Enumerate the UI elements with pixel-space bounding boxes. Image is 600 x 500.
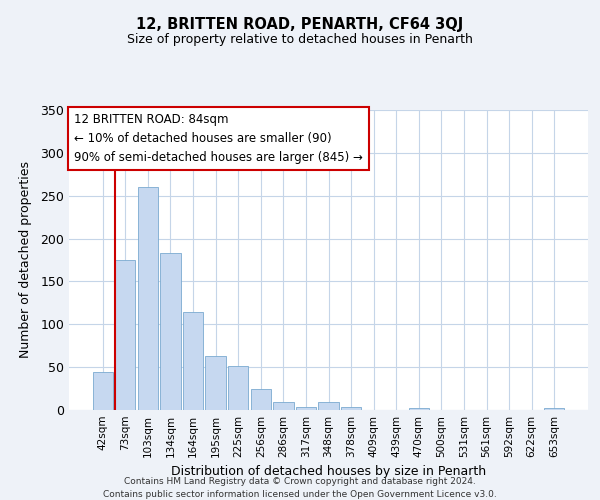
Bar [544, 408, 565, 410]
Y-axis label: Number of detached properties: Number of detached properties [19, 162, 32, 358]
Text: 12 BRITTEN ROAD: 84sqm
← 10% of detached houses are smaller (90)
90% of semi-det: 12 BRITTEN ROAD: 84sqm ← 10% of detached… [74, 113, 363, 164]
X-axis label: Distribution of detached houses by size in Penarth: Distribution of detached houses by size … [171, 466, 486, 478]
Text: Contains HM Land Registry data © Crown copyright and database right 2024.: Contains HM Land Registry data © Crown c… [124, 478, 476, 486]
Bar [228, 366, 248, 410]
Text: Contains public sector information licensed under the Open Government Licence v3: Contains public sector information licen… [103, 490, 497, 499]
Bar [251, 388, 271, 410]
Bar [183, 312, 203, 410]
Bar [92, 372, 113, 410]
Text: Size of property relative to detached houses in Penarth: Size of property relative to detached ho… [127, 32, 473, 46]
Bar [138, 187, 158, 410]
Bar [115, 260, 136, 410]
Bar [319, 402, 338, 410]
Bar [273, 402, 293, 410]
Bar [296, 406, 316, 410]
Bar [160, 253, 181, 410]
Bar [409, 408, 429, 410]
Bar [205, 356, 226, 410]
Text: 12, BRITTEN ROAD, PENARTH, CF64 3QJ: 12, BRITTEN ROAD, PENARTH, CF64 3QJ [136, 18, 464, 32]
Bar [341, 406, 361, 410]
